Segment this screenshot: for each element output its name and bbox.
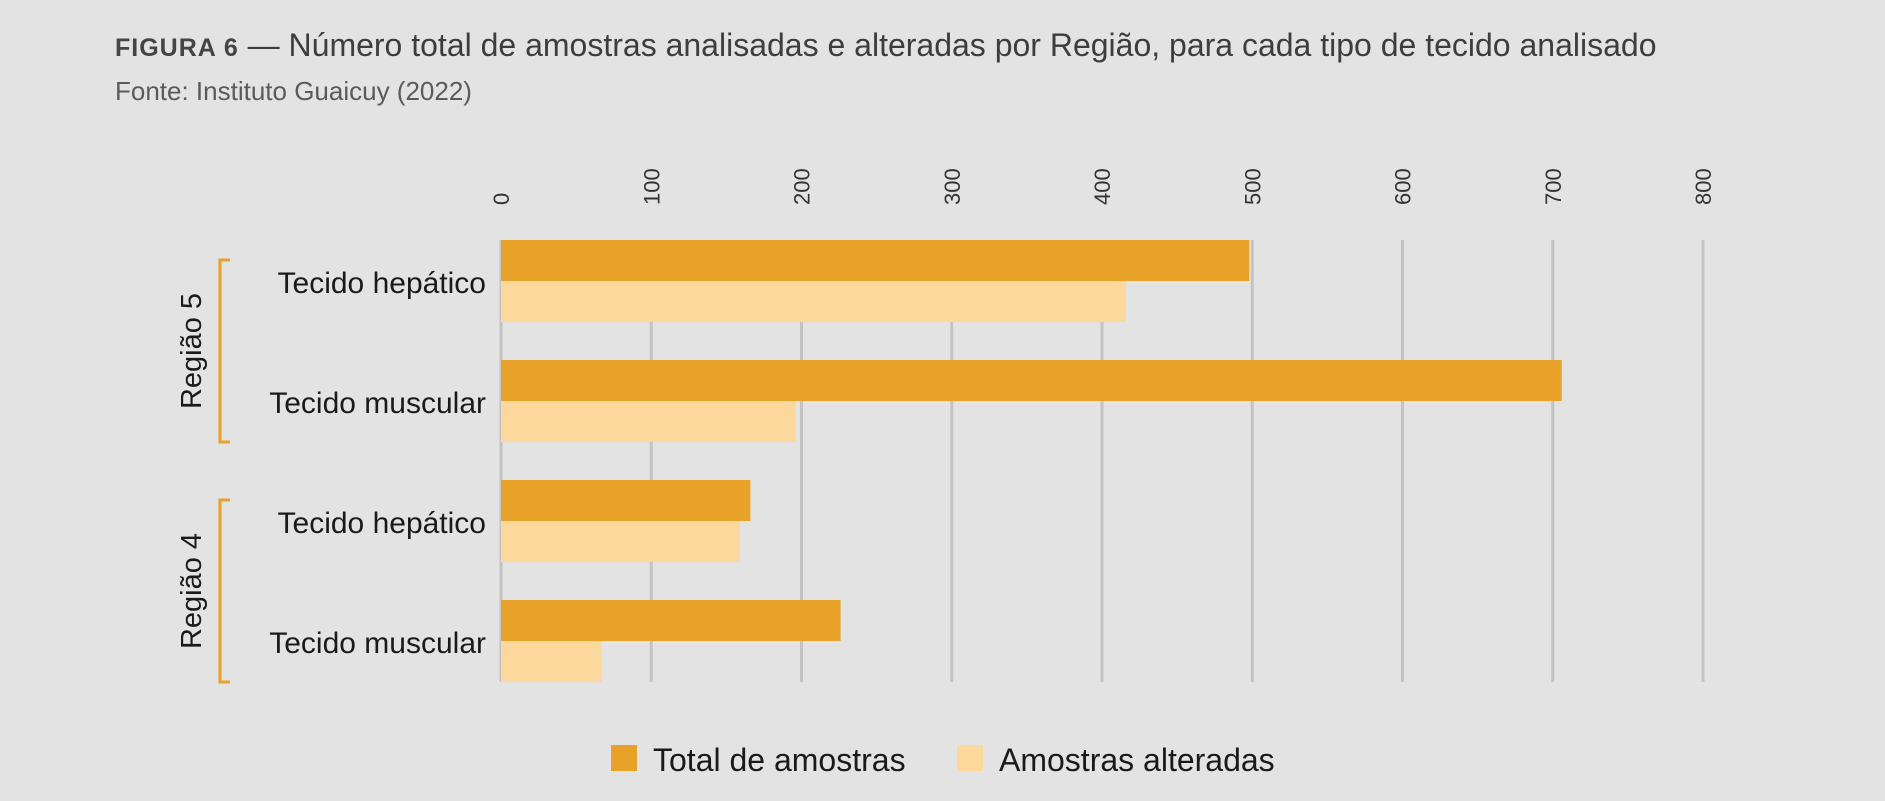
legend-label-total: Total de amostras [653,742,906,778]
figure-title-separator: — [238,27,289,63]
category-label-group1-cat2: Tecido muscular [269,387,486,420]
x-tick-label-300: 300 [940,168,965,205]
legend: Total de amostras Amostras alteradas [611,742,1275,778]
bar-alteradas-group2-cat2 [501,641,602,682]
bar-alteradas-group2-cat1 [501,521,740,562]
legend-swatch-total [611,745,637,771]
figure-title: FIGURA 6 — Número total de amostras anal… [115,22,1815,71]
bar-total-group1-cat1 [501,240,1250,281]
bar-total-group2-cat2 [501,600,841,641]
group-brackets: Região 5 Região 4 [176,258,230,684]
x-tick-label-800: 800 [1691,168,1716,205]
x-tick-label-600: 600 [1391,168,1416,205]
bars [501,240,1562,682]
group-label-1: Região 5 [176,293,208,409]
x-tick-label-700: 700 [1541,168,1566,205]
figure-title-text: Número total de amostras analisadas e al… [288,27,1657,63]
group-label-2: Região 4 [176,533,208,649]
x-axis-tick-labels: 0 100 200 300 400 500 600 700 800 [489,168,1716,205]
x-tick-label-500: 500 [1240,168,1265,205]
bar-alteradas-group1-cat1 [501,281,1127,322]
bar-total-group2-cat1 [501,480,751,521]
group-bracket-1 [218,258,230,444]
legend-swatch-alteradas [957,745,983,771]
x-tick-label-400: 400 [1090,168,1115,205]
category-label-group1-cat1: Tecido hepático [278,267,486,300]
figure-source: Fonte: Instituto Guaicuy (2022) [115,76,472,106]
category-label-group2-cat1: Tecido hepático [278,507,486,540]
figure-header: FIGURA 6 — Número total de amostras anal… [115,22,1815,111]
x-tick-label-100: 100 [639,168,664,205]
figure-label: FIGURA 6 [115,34,239,62]
x-tick-label-200: 200 [790,168,815,205]
x-tick-label-0: 0 [489,193,514,205]
category-label-group2-cat2: Tecido muscular [269,627,486,660]
legend-label-alteradas: Amostras alteradas [999,742,1275,778]
group-bracket-2 [218,498,230,684]
bar-total-group1-cat2 [501,360,1562,401]
bar-alteradas-group1-cat2 [501,401,796,442]
category-labels: Tecido hepático Tecido muscular Tecido hep… [269,267,486,660]
